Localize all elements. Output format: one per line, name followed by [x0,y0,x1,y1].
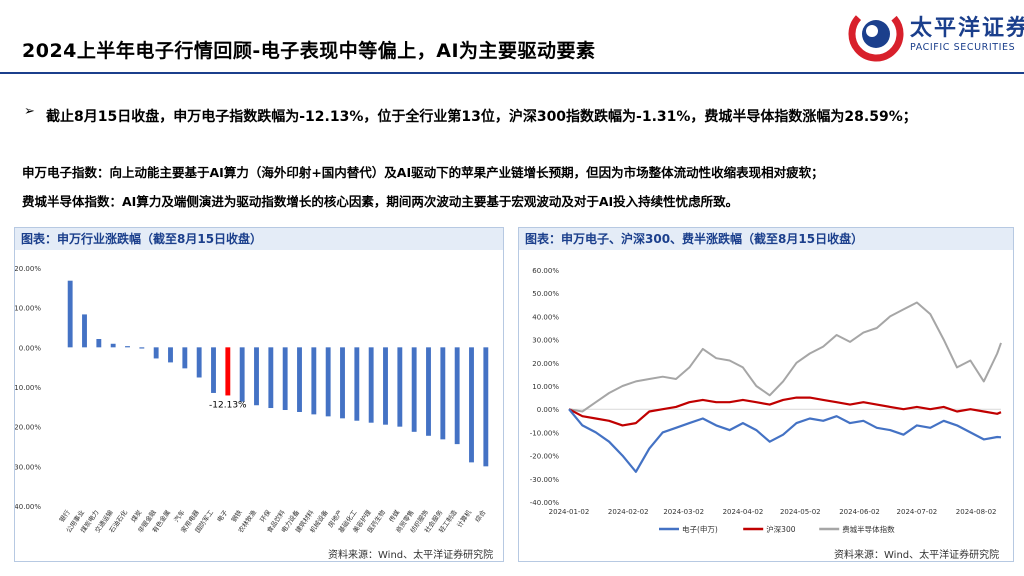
logo-text-en: PACIFIC SECURITIES [910,42,1016,53]
index-line-chart: 60.00% 50.00% 40.00% 30.00% 20.00% 10.00% 0.00… [530,267,1002,534]
bar [96,339,102,348]
x-tick-label: 2024-02-02 [608,508,649,516]
source-note-right: 资料来源：Wind、太平洋证券研究院 [834,550,1000,561]
series-line [568,301,1002,413]
y-tick-label: -10.00% [530,429,560,437]
x-tick-label: 2024-03-02 [663,508,704,516]
bar [368,347,374,423]
bar [182,347,188,369]
y-tick-label: 0.00% [19,344,42,352]
company-logo: 太平洋证券 PACIFIC SECURITIES [848,6,1024,64]
bar [82,314,87,348]
y-tick-label: 40.00% [532,313,559,321]
highlight-data-label: -12.13% [209,400,247,410]
bar [67,280,73,348]
y-tick-label: 10.00% [15,305,41,313]
series-line [568,396,1002,427]
summary-paragraph: 截止8月15日收盘，申万电子指数跌幅为-12.13%，位于全行业第13位，沪深3… [46,109,917,125]
bar [254,347,259,406]
bar [354,347,360,421]
bar [239,347,245,402]
industry-bar-chart: 20.00% 10.00% 0.00% -10.00% -20.00% -30.00% -4… [15,265,489,534]
bar [469,347,474,463]
x-tick-label: 2024-06-02 [839,508,880,516]
category-label: 电子 [215,508,230,524]
legend-label: 费城半导体指数 [842,524,895,534]
y-tick-label: -30.00% [530,476,560,484]
x-tick-label: 2024-08-02 [956,508,997,516]
sw-electronics-note: 申万电子指数：向上动能主要基于AI算力（海外印射+国内替代）及AI驱动下的苹果产… [22,165,824,180]
source-note-left: 资料来源：Wind、太平洋证券研究院 [328,550,494,561]
y-tick-label: -20.00% [530,453,560,461]
bar [282,347,288,411]
category-label: 综合 [473,508,488,524]
y-tick-label: 0.00% [537,406,560,414]
header-divider [0,72,1024,74]
y-tick-label: -40.00% [15,503,41,511]
bar [454,347,460,445]
bar [153,347,159,359]
left-chart-panel: 图表：申万行业涨跌幅（截至8月15日收盘） 20.00% 10.00% 0.00% -… [14,227,504,562]
bar [268,347,274,409]
series-line [568,408,1002,473]
y-tick-label: -30.00% [15,463,41,471]
x-tick-label: 2024-05-02 [780,508,821,516]
y-tick-label: -40.00% [530,499,560,507]
x-tick-label: 2024-07-02 [897,508,938,516]
bar [383,347,388,425]
legend-label: 电子(申万) [682,524,718,534]
right-chart-title: 图表：申万电子、沪深300、费半涨跌幅（截至8月15日收盘） [519,228,1013,250]
left-chart-title: 图表：申万行业涨跌幅（截至8月15日收盘） [15,228,503,250]
bar [325,347,331,417]
y-tick-label: 20.00% [532,360,559,368]
bullet-arrow-icon: ➢ [24,104,35,119]
category-label: 计算机 [455,508,474,530]
bar [426,347,431,436]
bar [411,347,417,432]
bar [139,347,145,349]
page-title: 2024上半年电子行情回顾-电子表现中等偏上，AI为主要驱动要素 [22,40,596,62]
y-tick-label: 60.00% [532,267,559,275]
legend-label: 沪深300 [766,524,796,534]
y-tick-label: -10.00% [15,384,41,392]
y-tick-label: 50.00% [532,290,559,298]
bar [397,347,403,427]
y-tick-label: 20.00% [15,265,41,273]
sox-note: 费城半导体指数：AI算力及端侧演进为驱动指数增长的核心因素，期间两次波动主要基于… [22,194,739,209]
bar [225,347,231,396]
bar [110,343,116,348]
bar [440,347,446,440]
logo-text-cn: 太平洋证券 [910,16,1024,41]
bar [483,347,489,467]
x-tick-label: 2024-04-02 [723,508,764,516]
bar [168,347,173,363]
y-tick-label: 30.00% [532,337,559,345]
right-chart-panel: 图表：申万电子、沪深300、费半涨跌幅（截至8月15日收盘） 60.00% 50.… [518,227,1014,562]
bar [211,347,216,393]
bar [297,347,302,412]
bar [340,347,345,419]
y-tick-label: 10.00% [532,383,559,391]
x-tick-label: 2024-01-02 [549,508,590,516]
bar [125,346,130,348]
bar [196,347,202,378]
y-tick-label: -20.00% [15,424,41,432]
logo-emblem-icon [848,6,904,62]
bar [311,347,317,415]
